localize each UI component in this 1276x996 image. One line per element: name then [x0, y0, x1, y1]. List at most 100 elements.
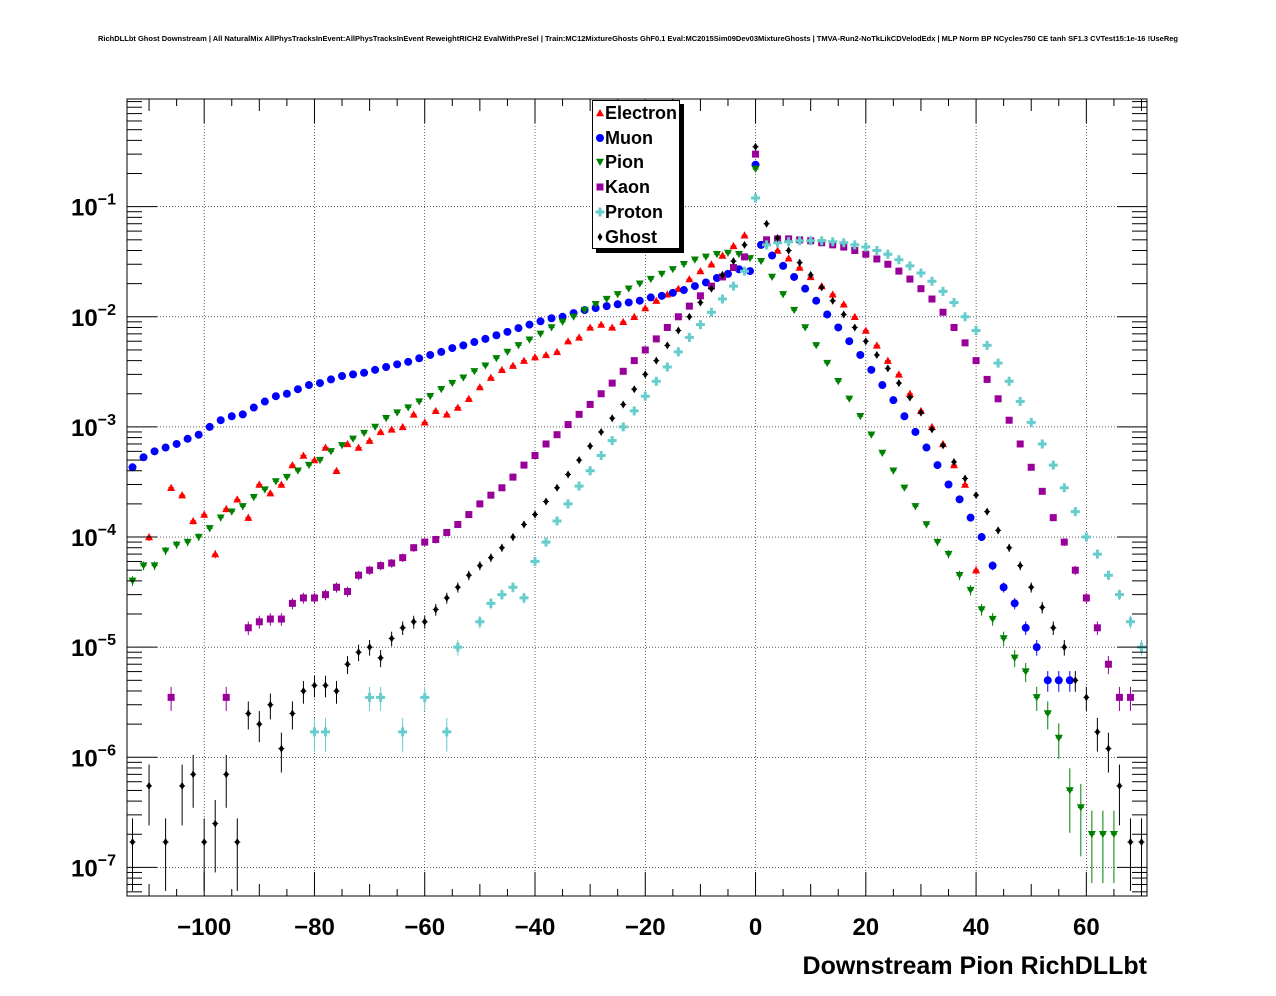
ghost-point: [477, 562, 482, 570]
kaon-point: [443, 529, 450, 536]
proton-point: [553, 516, 562, 525]
ghost-point: [268, 701, 273, 709]
muon-point: [239, 410, 247, 418]
proton-point: [1016, 397, 1025, 406]
ghost-point: [455, 583, 460, 591]
ghost-point: [180, 782, 185, 790]
muon-point: [283, 390, 291, 398]
kaon-point: [1028, 464, 1035, 471]
kaon-point: [620, 368, 627, 375]
muon-point: [625, 298, 633, 306]
ghost-point: [830, 297, 835, 305]
proton-point: [950, 298, 959, 307]
proton-point: [916, 268, 925, 277]
muon-point: [889, 396, 897, 404]
legend-item-electron: Electron: [593, 103, 679, 127]
ghost-point: [499, 544, 504, 552]
proton-point: [729, 282, 738, 291]
legend-label: Proton: [605, 202, 663, 222]
muon-point: [1044, 676, 1052, 684]
ghost-point: [963, 475, 968, 483]
muon-point: [393, 360, 401, 368]
proton-point: [641, 392, 650, 401]
muon-point: [426, 351, 434, 359]
muon-point: [845, 337, 853, 345]
ghost-point: [885, 364, 890, 372]
kaon-point: [355, 572, 362, 579]
kaon-point: [1083, 594, 1090, 601]
proton-point: [1027, 418, 1036, 427]
muon-point: [448, 344, 456, 352]
axis-tick-labels: −100 −80 −60 −40 −20 0 20 40 6010−710−610−510−41…: [71, 192, 1100, 941]
kaon-point: [664, 324, 671, 331]
ghost-point: [224, 770, 229, 778]
kaon-point: [576, 411, 583, 418]
ghost-point: [996, 526, 1001, 534]
ghost-legend-marker: [595, 232, 605, 242]
proton-point: [1093, 550, 1102, 559]
x-tick-label: 0: [749, 914, 762, 941]
ghost-point: [555, 484, 560, 492]
ghost-point: [764, 220, 769, 228]
muon-point: [1055, 676, 1063, 684]
ghost-point: [356, 648, 361, 656]
kaon-point: [278, 616, 285, 623]
ghost-point: [1073, 676, 1078, 684]
muon-point: [503, 328, 511, 336]
proton-point: [321, 727, 330, 736]
proton-point: [707, 308, 716, 317]
ghost-point: [753, 143, 758, 151]
proton-point: [1005, 377, 1014, 386]
ghost-point: [621, 400, 626, 408]
muon-point: [537, 317, 545, 325]
legend: Electron Muon Pion Kaon Proton Ghost: [592, 100, 680, 249]
proton-point: [398, 727, 407, 736]
muon-point: [415, 354, 423, 362]
ghost-point: [411, 618, 416, 626]
ghost-point: [213, 820, 218, 828]
kaon-point: [1017, 440, 1024, 447]
kaon-point: [532, 452, 539, 459]
data-series: [129, 143, 1146, 891]
muon-point: [382, 363, 390, 371]
proton-point: [685, 333, 694, 342]
legend-label: Electron: [605, 103, 677, 123]
proton-point: [519, 593, 528, 602]
kaon-legend-symbol: [597, 184, 604, 191]
ghost-point: [643, 370, 648, 378]
kaon-point: [377, 562, 384, 569]
ghost-point: [378, 654, 383, 662]
ghost-point: [1106, 745, 1111, 753]
kaon-point: [917, 285, 924, 292]
proton-point: [310, 727, 319, 736]
proton-point: [972, 326, 981, 335]
proton-point: [586, 466, 595, 475]
muon-point: [305, 381, 313, 389]
muon-point: [1000, 583, 1008, 591]
ghost-point: [422, 618, 427, 626]
ghost-point: [1084, 693, 1089, 701]
ghost-point: [654, 357, 659, 365]
legend-item-ghost: Ghost: [593, 227, 679, 251]
series-ghost: [130, 143, 1145, 891]
kaon-point: [1039, 488, 1046, 495]
muon-point: [481, 335, 489, 343]
ghost-point: [1007, 544, 1012, 552]
y-tick-label: 10−5: [71, 632, 116, 662]
muon-point: [658, 292, 666, 300]
muon-point: [812, 297, 820, 305]
kaon-point: [223, 694, 230, 701]
muon-point: [371, 366, 379, 374]
kaon-point: [906, 276, 913, 283]
y-tick-label: 10−1: [71, 192, 116, 222]
ghost-point: [235, 838, 240, 846]
y-tick-label: 10−2: [71, 302, 116, 332]
legend-label: Muon: [605, 128, 653, 148]
kaon-point: [476, 500, 483, 507]
electron-legend-marker: [595, 108, 605, 118]
proton-point: [1082, 533, 1091, 542]
muon-point: [206, 423, 214, 431]
muon-point: [327, 375, 335, 383]
proton-point: [630, 406, 639, 415]
legend-item-kaon: Kaon: [593, 177, 679, 201]
